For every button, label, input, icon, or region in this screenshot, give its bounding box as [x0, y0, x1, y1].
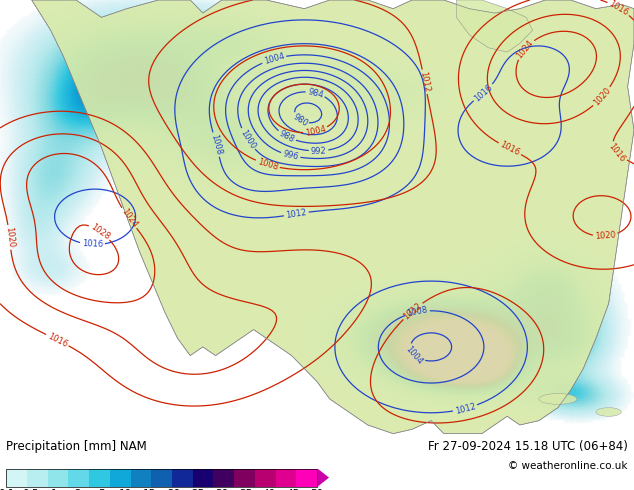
Text: 1008: 1008	[209, 133, 223, 156]
Text: 988: 988	[278, 128, 296, 144]
Text: 1016: 1016	[607, 0, 630, 18]
Text: 1008: 1008	[406, 306, 429, 318]
Text: 2: 2	[75, 489, 81, 490]
Text: Fr 27-09-2024 15.18 UTC (06+84): Fr 27-09-2024 15.18 UTC (06+84)	[428, 441, 628, 453]
Text: 1028: 1028	[89, 222, 111, 242]
Bar	[6, 468, 317, 487]
Text: 984: 984	[307, 87, 324, 99]
Bar	[6, 468, 27, 487]
Text: 35: 35	[238, 489, 252, 490]
Text: 1024: 1024	[515, 38, 535, 60]
Text: 1020: 1020	[4, 226, 15, 248]
Text: 1000: 1000	[238, 128, 257, 150]
Text: Precipitation [mm] NAM: Precipitation [mm] NAM	[6, 441, 147, 453]
Text: 1016: 1016	[82, 240, 103, 249]
Text: 0.1: 0.1	[0, 489, 15, 490]
Text: 992: 992	[311, 146, 327, 156]
Bar	[172, 468, 193, 487]
Text: 25: 25	[191, 489, 204, 490]
Text: 20: 20	[167, 489, 180, 490]
Bar	[131, 468, 152, 487]
Polygon shape	[32, 0, 634, 434]
Text: 1008: 1008	[256, 157, 279, 172]
Ellipse shape	[596, 408, 621, 416]
Text: 1004: 1004	[404, 344, 424, 366]
Text: 15: 15	[143, 489, 157, 490]
Text: 1012: 1012	[418, 71, 431, 93]
Text: 1012: 1012	[402, 301, 424, 321]
Text: 0.5: 0.5	[22, 489, 39, 490]
Bar	[276, 468, 296, 487]
Text: 1020: 1020	[592, 86, 612, 108]
Text: 1016: 1016	[472, 82, 494, 103]
Text: 1004: 1004	[304, 124, 327, 138]
Text: 1004: 1004	[262, 52, 285, 66]
FancyArrow shape	[318, 468, 329, 487]
Text: © weatheronline.co.uk: © weatheronline.co.uk	[508, 461, 628, 471]
Bar	[214, 468, 234, 487]
Text: 980: 980	[291, 112, 309, 128]
Bar	[193, 468, 214, 487]
Text: 1: 1	[51, 489, 58, 490]
Bar	[152, 468, 172, 487]
Bar	[89, 468, 110, 487]
Text: 1020: 1020	[595, 231, 616, 242]
Text: 10: 10	[119, 489, 133, 490]
Text: 1016: 1016	[607, 142, 627, 164]
Text: 1012: 1012	[454, 401, 476, 416]
Bar	[68, 468, 89, 487]
Text: 996: 996	[282, 149, 299, 162]
Text: 5: 5	[99, 489, 105, 490]
Bar	[48, 468, 68, 487]
Text: 1016: 1016	[46, 331, 69, 349]
Ellipse shape	[539, 393, 577, 404]
Polygon shape	[456, 0, 533, 52]
Text: 40: 40	[262, 489, 276, 490]
Bar	[234, 468, 255, 487]
Bar	[296, 468, 317, 487]
Bar	[255, 468, 276, 487]
Text: 50: 50	[311, 489, 323, 490]
Bar	[110, 468, 131, 487]
Text: 1024: 1024	[119, 207, 139, 229]
Text: 30: 30	[215, 489, 228, 490]
Text: 1012: 1012	[285, 208, 307, 220]
Bar	[27, 468, 48, 487]
Text: 45: 45	[287, 489, 300, 490]
Text: 1016: 1016	[498, 140, 521, 158]
